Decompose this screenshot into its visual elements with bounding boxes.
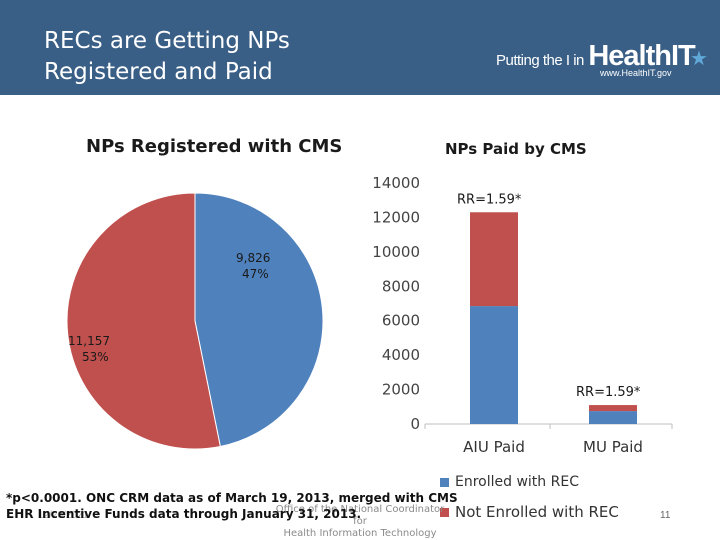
bar-1-series-1	[589, 405, 637, 412]
y-tick-label-3: 6000	[382, 312, 420, 330]
pie-slice-1	[66, 192, 221, 450]
bar-annotation-0: RR=1.59*	[457, 192, 522, 207]
footer-org: Office of the National Coordinator for H…	[270, 504, 450, 540]
logo-brand: HealthIT	[588, 40, 695, 72]
y-tick-label-5: 10000	[372, 243, 420, 261]
slide-title-line1: RECs are Getting NPs	[44, 28, 290, 54]
pie-label-value-0: 9,826	[236, 251, 270, 265]
x-tick-label-1: MU Paid	[583, 438, 643, 456]
footnote-line2: EHR Incentive Funds data through January…	[6, 507, 362, 521]
legend-label-enrolled: Enrolled with REC	[455, 474, 579, 490]
slide-title: RECs are Getting NPs Registered and Paid	[44, 26, 290, 88]
pie-label-percent-1: 53%	[82, 350, 109, 364]
y-tick-label-0: 0	[410, 415, 420, 433]
legend-item-not-enrolled: Not Enrolled with REC	[440, 497, 619, 527]
x-tick-label-0: AIU Paid	[463, 438, 525, 456]
logo-tagline: Putting the I in	[496, 52, 584, 69]
slide-title-line2: Registered and Paid	[44, 59, 273, 85]
header-bar: RECs are Getting NPs Registered and Paid…	[0, 0, 720, 95]
healthit-logo: Putting the I in HealthIT	[496, 40, 696, 73]
logo-url: www.HealthIT.gov	[600, 68, 672, 78]
pie-label-value-1: 11,157	[68, 334, 110, 348]
y-tick-label-7: 14000	[372, 174, 420, 192]
pie-label-percent-0: 47%	[242, 267, 269, 281]
footnote-line1: *p<0.0001. ONC CRM data as of March 19, …	[6, 491, 458, 505]
legend-label-not-enrolled: Not Enrolled with REC	[455, 503, 619, 521]
pie-chart-title: NPs Registered with CMS	[86, 136, 343, 157]
y-tick-label-4: 8000	[382, 277, 420, 295]
footnote: *p<0.0001. ONC CRM data as of March 19, …	[6, 490, 458, 522]
y-tick-label-6: 12000	[372, 208, 420, 226]
legend-swatch-not-enrolled	[440, 507, 449, 517]
bar-0-series-0	[470, 306, 518, 424]
legend-item-enrolled: Enrolled with REC	[440, 467, 619, 497]
bar-chart-legend: Enrolled with REC Not Enrolled with REC	[440, 467, 619, 527]
page-number: 11	[660, 510, 671, 521]
logo-star-icon: ★	[690, 48, 708, 70]
pie-slice-0	[194, 192, 324, 448]
bar-1-series-0	[589, 411, 637, 424]
bar-chart-title: NPs Paid by CMS	[445, 140, 587, 158]
footer-date: 12/28/2021	[38, 510, 89, 521]
y-tick-label-2: 4000	[382, 346, 420, 364]
bar-0-series-1	[470, 212, 518, 307]
bar-annotation-1: RR=1.59*	[576, 385, 641, 400]
footer-org-line1: Office of the National Coordinator for	[275, 504, 445, 527]
footer-org-line2: Health Information Technology	[283, 528, 437, 539]
y-tick-label-1: 2000	[382, 381, 420, 399]
legend-swatch-enrolled	[440, 477, 449, 487]
